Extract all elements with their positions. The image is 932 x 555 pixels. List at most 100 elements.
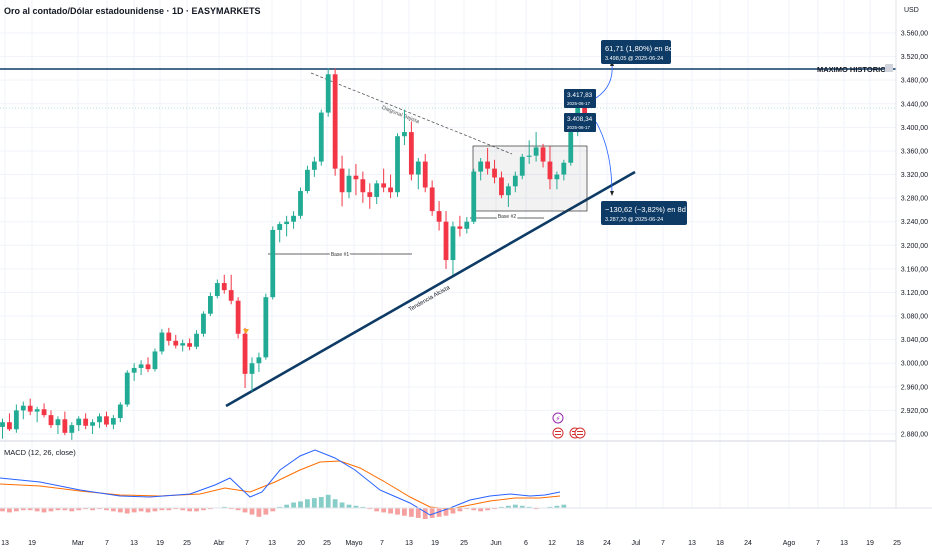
candle-body xyxy=(360,179,366,193)
candle-body xyxy=(561,162,567,175)
candle-body xyxy=(62,419,68,433)
macd-hist-bar xyxy=(408,508,414,517)
candle-body xyxy=(443,221,449,261)
macd-hist-bar xyxy=(436,508,442,517)
candle-body xyxy=(402,132,407,137)
macd-pane: 80,0030,2121,978,23 xyxy=(0,449,932,519)
y-tick-label: 3.040,00 xyxy=(901,337,928,344)
macd-hist-bar xyxy=(478,508,484,512)
x-tick-label: 19 xyxy=(431,540,439,547)
macd-hist-bar xyxy=(249,508,255,515)
candle-body xyxy=(284,221,290,225)
candle-body xyxy=(554,174,560,180)
candle-body xyxy=(450,226,456,261)
x-tick-label: 24 xyxy=(603,540,611,547)
macd-hist-bar xyxy=(325,494,331,508)
y-tick-label: 2.880,00 xyxy=(901,432,928,439)
currency-label: USD xyxy=(904,7,919,14)
tag-low-bg xyxy=(564,113,596,132)
macd-hist-bar xyxy=(180,508,186,511)
x-tick-label: 19 xyxy=(156,540,164,547)
macd-hist-bar xyxy=(311,498,317,508)
candle-body xyxy=(256,357,262,364)
x-tick-label: 25 xyxy=(893,540,901,547)
y-tick-label: 3.440,00 xyxy=(901,101,928,108)
candle-body xyxy=(422,161,428,188)
x-tick-label: 13 xyxy=(405,540,413,547)
macd-hist-bar xyxy=(20,508,26,511)
x-tick-label: Jul xyxy=(632,540,641,547)
candle-body xyxy=(540,147,546,162)
macd-hist-bar xyxy=(505,505,511,508)
macd-hist-bar xyxy=(13,508,19,512)
candle-body xyxy=(415,161,421,175)
y-tick-label: 3.120,00 xyxy=(901,290,928,297)
macd-hist-bar xyxy=(76,508,82,511)
macd-hist-bar xyxy=(457,508,463,512)
candle-body xyxy=(159,332,165,352)
macd-hist-bar xyxy=(242,508,248,513)
candle-body xyxy=(339,168,345,193)
x-tick-label: 7 xyxy=(245,540,249,547)
grid xyxy=(0,0,898,508)
x-tick-label: 13 xyxy=(688,540,696,547)
candle-body xyxy=(582,103,588,116)
x-tick-label: 6 xyxy=(524,540,528,547)
down-measure-bg xyxy=(601,201,687,225)
macd-hist-bar xyxy=(374,508,380,512)
y-tick-label: 3.320,00 xyxy=(901,172,928,179)
candle-body xyxy=(187,343,193,347)
base1-label: Base #1 xyxy=(331,252,350,258)
x-tick-label: 7 xyxy=(816,540,820,547)
macd-hist-bar xyxy=(0,508,5,512)
x-tick-label: Mar xyxy=(72,540,85,547)
candle-body xyxy=(547,161,553,180)
tag-low-price: 3.408,34 xyxy=(567,116,593,123)
macd-hist-bar xyxy=(159,508,165,511)
macd-title: MACD (12, 26, close) xyxy=(4,448,76,457)
macd-hist-bar xyxy=(415,508,421,518)
x-tick-label: 25 xyxy=(323,540,331,547)
macd-hist-bar xyxy=(131,508,137,513)
ath-label: MAXIMO HISTORICO xyxy=(817,65,892,74)
us-flag-icon xyxy=(574,427,586,439)
candle-body xyxy=(374,183,380,197)
macd-hist-bar xyxy=(97,508,102,510)
candle-body xyxy=(201,313,206,334)
macd-hist-bar xyxy=(90,508,95,511)
candle-body xyxy=(221,283,227,291)
macd-hist-bar xyxy=(547,506,553,508)
candle-body xyxy=(194,333,199,347)
candle-body xyxy=(235,300,241,334)
lightning-icon-glyph: ⚡ xyxy=(556,415,561,423)
macd-hist-bar xyxy=(561,504,567,508)
candle-body xyxy=(166,332,172,341)
macd-hist-bar xyxy=(110,508,116,512)
macd-hist-bar xyxy=(194,508,199,512)
price-axis-bg xyxy=(896,0,932,550)
macd-hist-bar xyxy=(7,508,12,513)
candle-body xyxy=(519,156,525,176)
candle-body xyxy=(429,187,435,212)
y-tick-label: 3.520,00 xyxy=(901,54,928,61)
x-tick-label: 7 xyxy=(105,540,109,547)
up-measure-bg xyxy=(601,40,671,64)
candle-body xyxy=(353,175,359,180)
x-tick-label: 13 xyxy=(1,540,9,547)
us-flag-stripe xyxy=(577,434,583,435)
macd-hist-bar xyxy=(173,508,179,510)
x-tick-label: 13 xyxy=(840,540,848,547)
tag-high-date: 2025-06-17 xyxy=(567,101,591,106)
x-tick-label: 13 xyxy=(130,540,138,547)
candle-body xyxy=(55,419,61,426)
x-tick-label: 19 xyxy=(28,540,36,547)
macd-hist-bar xyxy=(228,508,234,510)
us-flag-stripe xyxy=(555,434,561,435)
candle-body xyxy=(228,290,234,301)
candle-body xyxy=(270,229,276,298)
macd-hist-bar xyxy=(166,508,172,511)
candle-body xyxy=(526,155,532,157)
